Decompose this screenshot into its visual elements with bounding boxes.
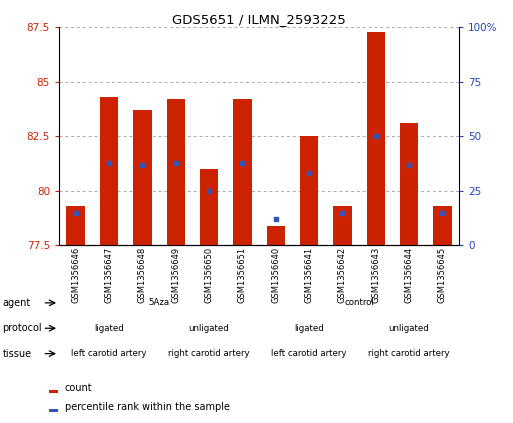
Text: tissue: tissue [3, 349, 31, 359]
Bar [67, 206, 85, 245]
Bar [233, 99, 251, 245]
Bar [400, 124, 418, 245]
Text: control: control [344, 298, 374, 308]
Bar [49, 390, 57, 393]
Text: ligated: ligated [94, 324, 124, 333]
Text: ligated: ligated [294, 324, 324, 333]
Text: percentile rank within the sample: percentile rank within the sample [65, 402, 230, 412]
Bar [200, 169, 218, 245]
Text: unligated: unligated [189, 324, 229, 333]
Text: count: count [65, 383, 92, 393]
Bar [267, 226, 285, 245]
Text: left carotid artery: left carotid artery [71, 349, 147, 358]
Bar [333, 206, 351, 245]
Bar [367, 32, 385, 245]
Text: right carotid artery: right carotid artery [168, 349, 250, 358]
Bar [433, 206, 451, 245]
Text: protocol: protocol [3, 323, 42, 333]
Bar [100, 97, 118, 245]
Title: GDS5651 / ILMN_2593225: GDS5651 / ILMN_2593225 [172, 14, 346, 26]
Text: 5Aza: 5Aza [148, 298, 170, 308]
Bar [167, 99, 185, 245]
Text: unligated: unligated [389, 324, 429, 333]
Text: left carotid artery: left carotid artery [271, 349, 347, 358]
Bar [49, 409, 57, 412]
Bar [300, 136, 318, 245]
Bar [133, 110, 151, 245]
Text: agent: agent [3, 298, 31, 308]
Text: right carotid artery: right carotid artery [368, 349, 450, 358]
